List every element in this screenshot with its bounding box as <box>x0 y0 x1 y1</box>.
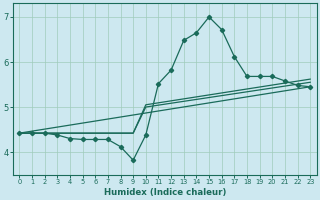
X-axis label: Humidex (Indice chaleur): Humidex (Indice chaleur) <box>104 188 226 197</box>
